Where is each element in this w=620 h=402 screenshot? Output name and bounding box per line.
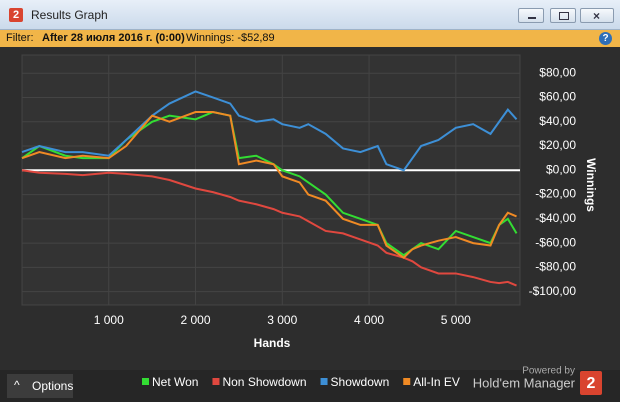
brand-name: Hold'em Manager [473,375,576,390]
legend-swatch [142,378,149,385]
options-button[interactable] [7,374,73,398]
options-caret: ^ [14,378,20,392]
series-line [21,111,517,259]
close-button[interactable]: × [580,8,614,23]
legend-label: Showdown [331,375,390,389]
minimize-button[interactable] [518,8,544,23]
x-tick-label: 3 000 [267,313,297,327]
y-axis-title: Winnings [584,158,598,212]
x-tick-label: 1 000 [94,313,124,327]
legend-swatch [212,378,220,385]
y-tick-label: $0,00 [546,162,576,176]
filter-winnings: Winnings: -$52,89 [186,32,275,44]
title-bar: 2 Results Graph × [0,0,620,30]
chart: ^ Options Powered by Hold'em Manager 2 H… [0,47,620,402]
legend-swatch [320,378,328,385]
filter-value: After 28 июля 2016 г. (0:00) [42,32,185,44]
filter-label: Filter: [6,32,34,44]
y-tick-label: -$60,00 [535,235,576,249]
maximize-button[interactable] [550,8,576,23]
y-tick-label: -$20,00 [535,187,576,201]
filter-bar: Filter: After 28 июля 2016 г. (0:00) Win… [0,30,620,47]
y-tick-label: -$80,00 [535,260,576,274]
legend-label: Non Showdown [222,375,306,389]
options-label: Options [32,379,73,393]
y-tick-label: $40,00 [539,114,576,128]
y-tick-label: -$40,00 [535,211,576,225]
x-tick-label: 4 000 [354,313,384,327]
y-tick-label: $20,00 [539,138,576,152]
legend-label: All-In EV [413,375,460,389]
legend-label: Net Won [152,375,198,389]
app-icon: 2 [9,8,23,22]
series-line [21,90,518,172]
bottom-bar [0,370,620,402]
legend-swatch [403,378,411,385]
brand-logo-box [580,371,602,395]
plot-area [21,54,521,306]
x-axis-title: Hands [254,336,291,350]
series-line [21,169,517,287]
x-tick-label: 5 000 [441,313,471,327]
powered-by: Powered by [522,366,575,377]
brand-logo: 2 [587,375,596,392]
y-tick-label: $60,00 [539,90,576,104]
window-title: Results Graph [31,8,108,22]
y-tick-label: $80,00 [539,65,576,79]
y-tick-label: -$100,00 [529,284,577,298]
x-tick-label: 2 000 [181,313,211,327]
help-button[interactable]: ? [599,32,612,45]
